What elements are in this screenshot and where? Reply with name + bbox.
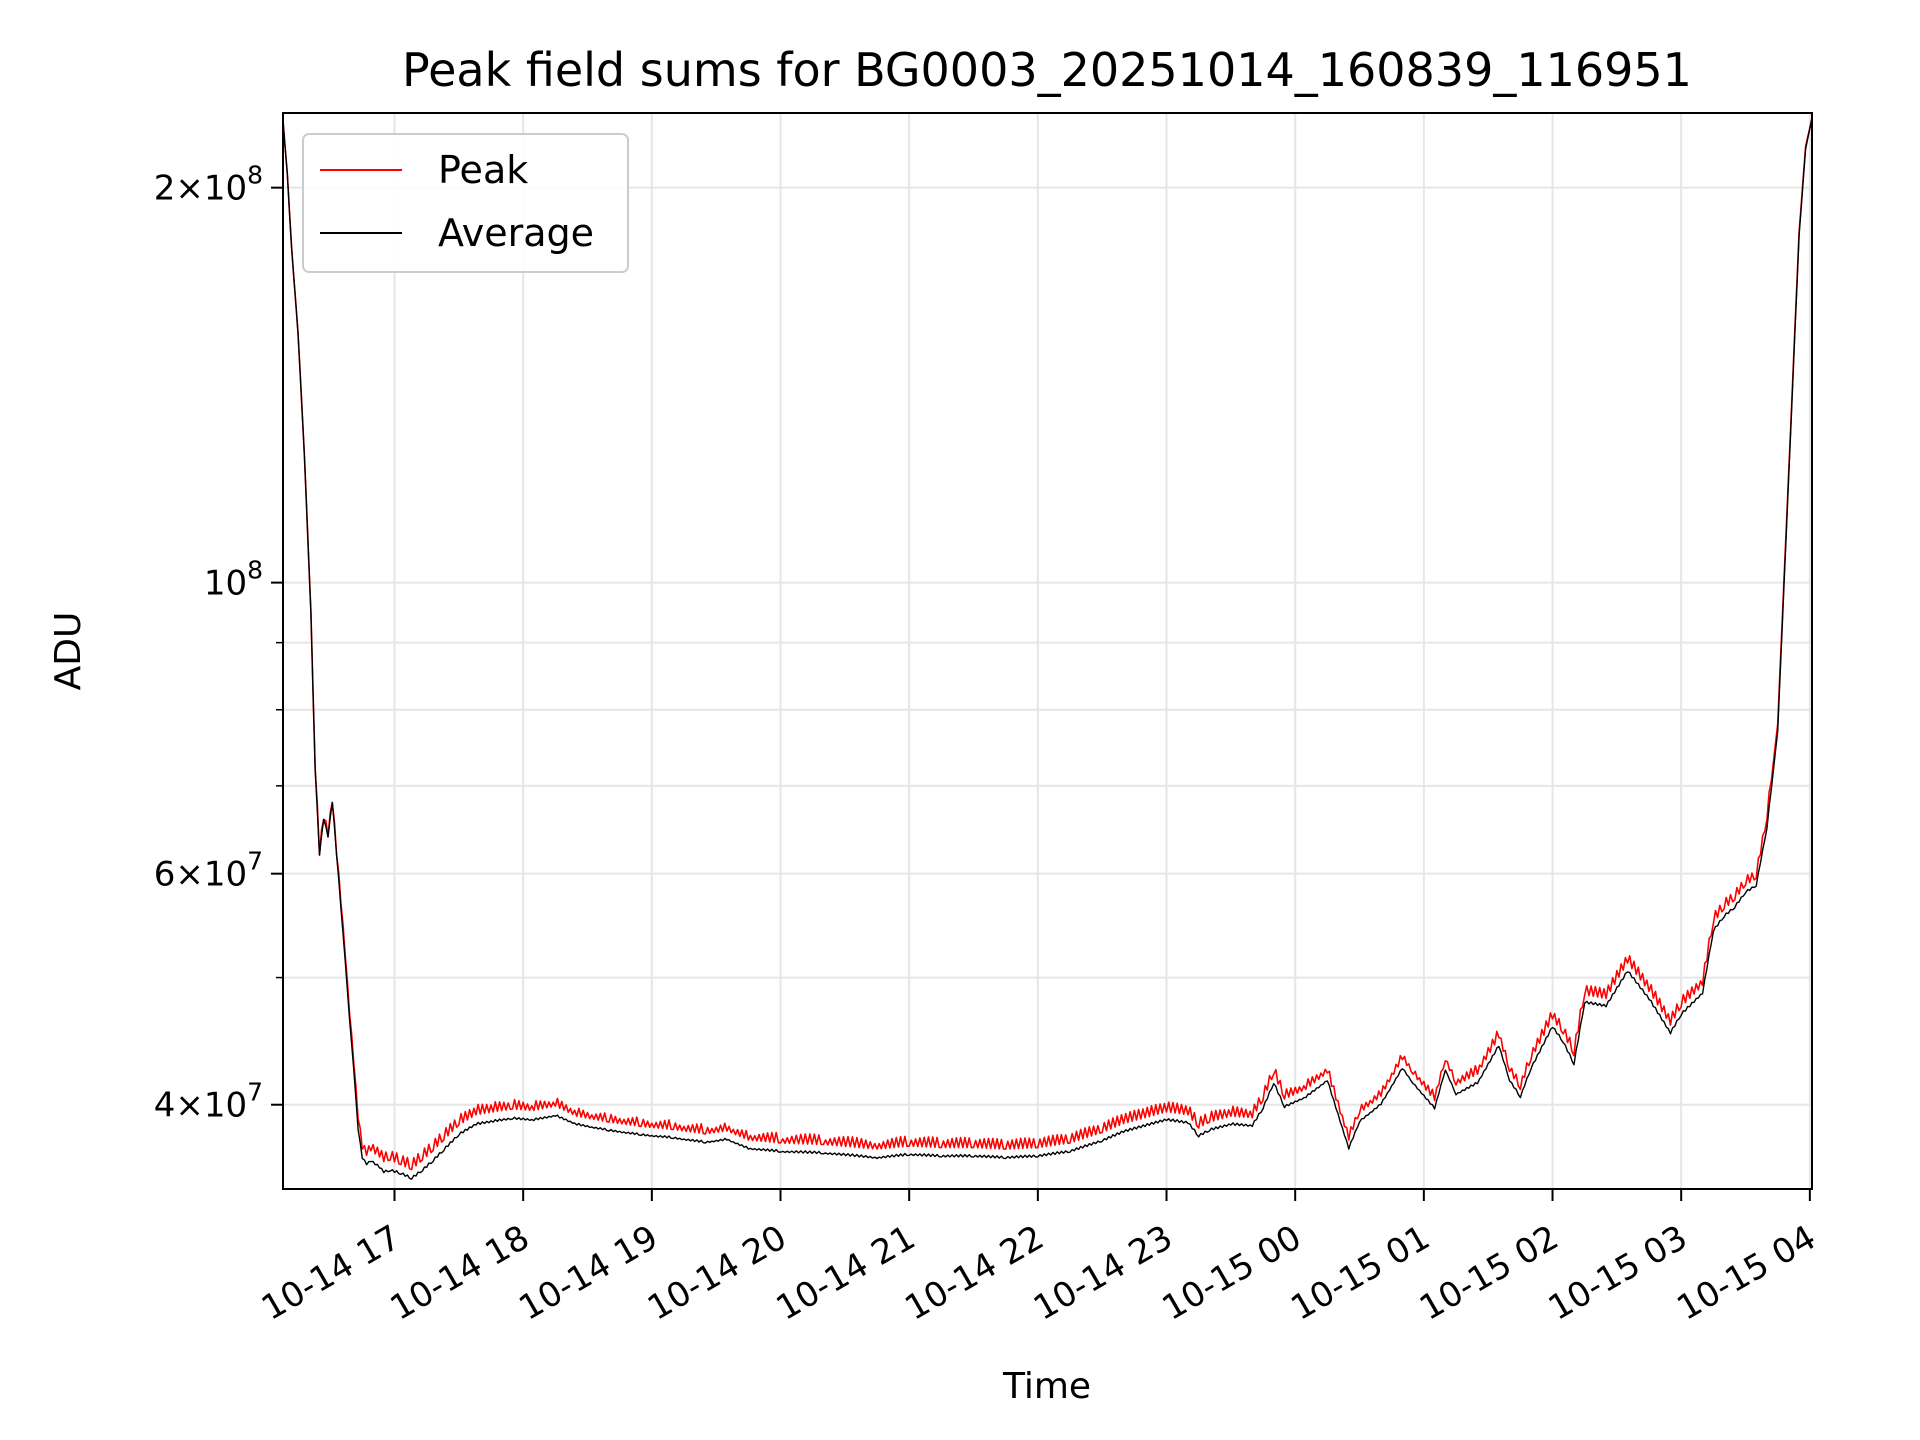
plot-area-frame — [282, 112, 1813, 1190]
chart-title: Peak field sums for BG0003_20251014_1608… — [402, 43, 1692, 97]
grid-lines — [283, 113, 1812, 1189]
legend-label-peak: Peak — [438, 148, 528, 192]
series-layer — [282, 117, 1813, 1180]
x-axis-label: Time — [1002, 1366, 1091, 1407]
series-line-peak — [282, 117, 1813, 1171]
y-axis: 4×107 6×107 108 2×108 — [154, 161, 283, 1126]
y-tick-label: 4×107 — [154, 1078, 263, 1126]
y-axis-label: ADU — [48, 612, 89, 691]
legend-label-average: Average — [438, 211, 594, 255]
y-tick-label: 2×108 — [154, 161, 263, 209]
y-tick-label: 6×107 — [154, 847, 263, 895]
y-tick-label: 108 — [204, 556, 263, 604]
legend-box — [302, 133, 629, 273]
series-line-average — [282, 117, 1813, 1180]
legend: Peak Average — [302, 133, 629, 273]
